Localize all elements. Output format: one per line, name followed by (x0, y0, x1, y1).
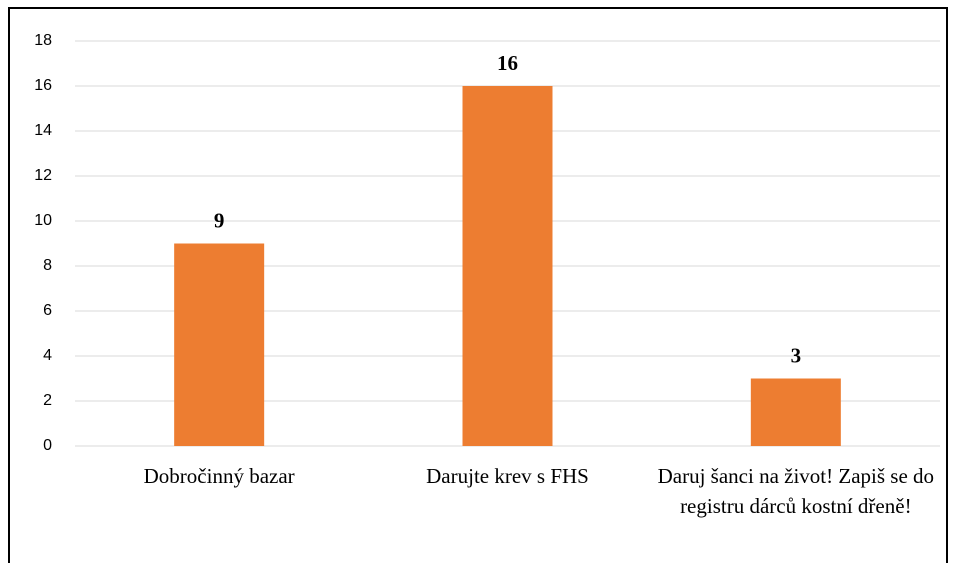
y-tick-label: 0 (43, 437, 52, 454)
y-tick-label: 16 (34, 77, 52, 94)
x-tick-label: Daruj šanci na život! Zapiš se do regist… (657, 464, 935, 518)
x-tick-label: Dobročinný bazar (143, 464, 295, 488)
y-tick-label: 8 (43, 257, 52, 274)
data-label: 16 (497, 51, 518, 75)
bar (750, 378, 841, 446)
y-tick-label: 4 (43, 347, 52, 364)
y-tick-label: 12 (34, 167, 52, 184)
y-tick-label: 18 (34, 32, 52, 49)
bar (462, 86, 553, 446)
y-tick-label: 6 (43, 302, 52, 319)
frame (8, 7, 948, 563)
y-tick-label: 2 (43, 392, 52, 409)
data-label: 9 (214, 209, 225, 233)
x-tick-label: Darujte krev s FHS (426, 464, 589, 488)
data-label: 3 (791, 344, 802, 368)
y-tick-label: 14 (34, 122, 52, 139)
y-tick-label: 10 (34, 212, 52, 229)
bar (174, 243, 265, 446)
